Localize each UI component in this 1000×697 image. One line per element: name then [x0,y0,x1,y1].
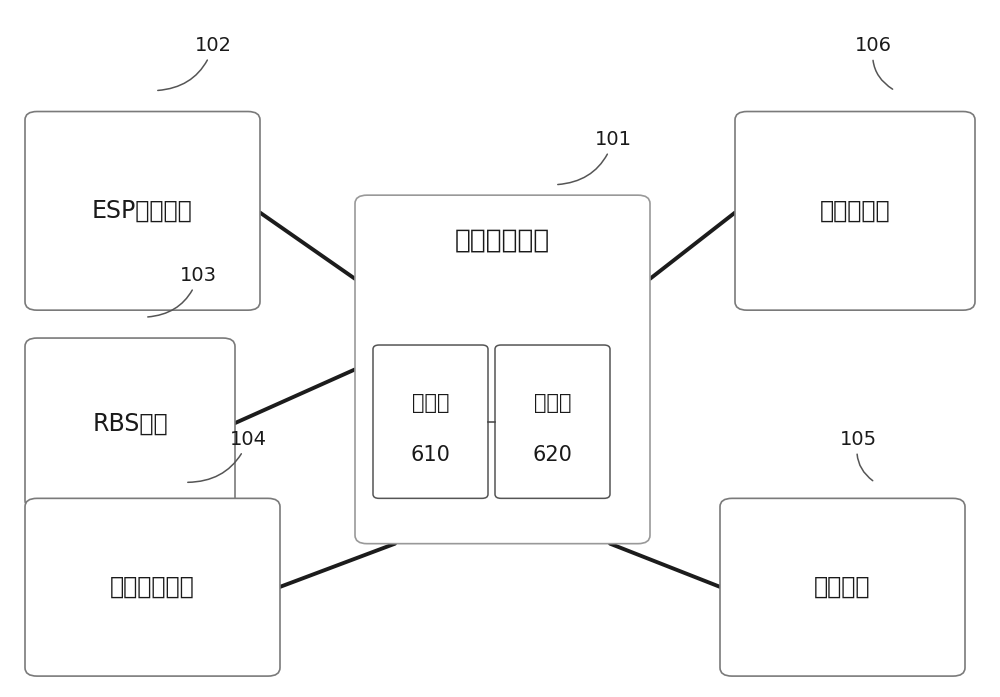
Text: 610: 610 [411,445,450,466]
Text: RBS系统: RBS系统 [92,411,168,436]
Text: 101: 101 [558,130,632,185]
Text: 处理器: 处理器 [412,393,449,413]
Text: 102: 102 [158,36,232,91]
FancyBboxPatch shape [735,112,975,310]
FancyBboxPatch shape [495,345,610,498]
Text: 103: 103 [148,266,217,317]
FancyBboxPatch shape [25,112,260,310]
Text: 惯性测量单元: 惯性测量单元 [110,575,195,599]
Text: 存储器: 存储器 [534,393,571,413]
FancyBboxPatch shape [373,345,488,498]
FancyBboxPatch shape [720,498,965,676]
Text: 620: 620 [533,445,572,466]
Text: 105: 105 [840,429,877,481]
FancyBboxPatch shape [25,498,280,676]
Text: 轮速传感器: 轮速传感器 [820,199,890,223]
FancyBboxPatch shape [355,195,650,544]
Text: 104: 104 [188,429,267,482]
FancyBboxPatch shape [25,338,235,509]
Text: 车辆控制系统: 车辆控制系统 [455,227,550,254]
Text: ESP制动系统: ESP制动系统 [92,199,193,223]
Text: 106: 106 [855,36,893,89]
Text: 电机装置: 电机装置 [814,575,871,599]
